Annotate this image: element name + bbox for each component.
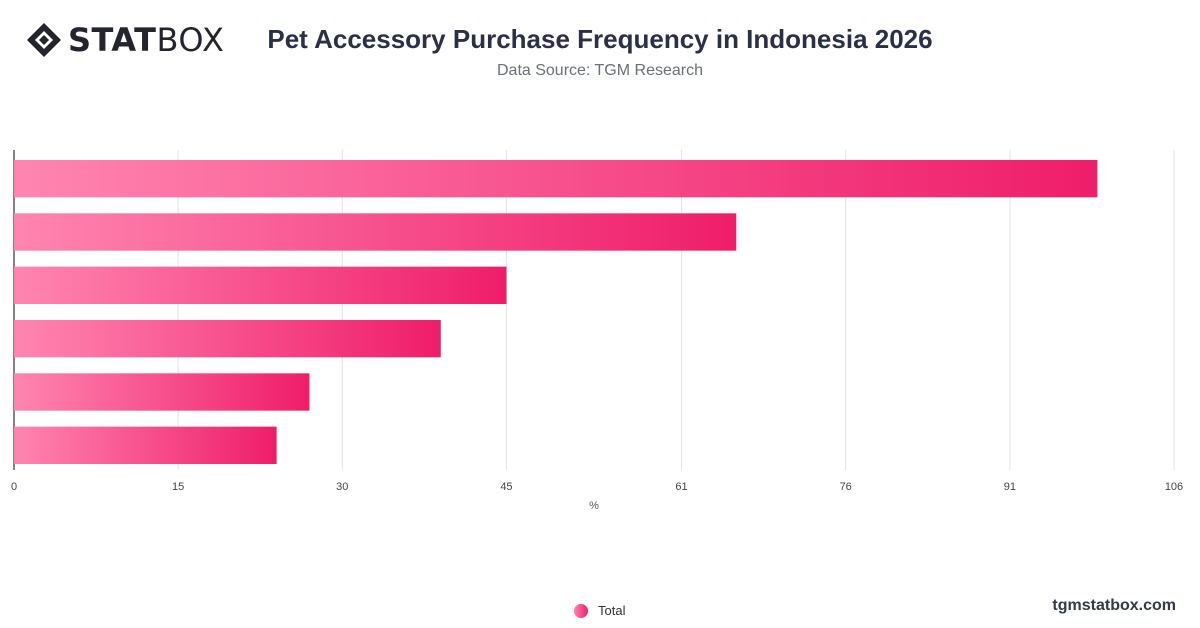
bar[interactable] <box>14 320 441 358</box>
chart-title: Pet Accessory Purchase Frequency in Indo… <box>267 24 933 54</box>
bar[interactable] <box>14 213 737 251</box>
x-tick-label: 30 <box>336 481 348 493</box>
x-axis-label: % <box>589 500 599 512</box>
x-tick-label: 61 <box>675 481 687 493</box>
bar[interactable] <box>14 373 310 411</box>
legend[interactable]: Total <box>574 603 625 618</box>
legend-marker-icon <box>574 603 588 618</box>
bar[interactable] <box>14 266 507 304</box>
x-tick-label: 91 <box>1004 481 1016 493</box>
chart-subtitle: Data Source: TGM Research <box>496 62 703 79</box>
bar[interactable] <box>14 160 1098 198</box>
x-tick-label: 15 <box>172 481 184 493</box>
x-tick-label: 106 <box>1165 481 1183 493</box>
statbox-logo: STATBOX <box>26 22 224 58</box>
site-url: tgmstatbox.com <box>1052 597 1176 614</box>
x-tick-label: 76 <box>840 481 852 493</box>
legend-label: Total <box>598 603 626 618</box>
x-tick-label: 0 <box>11 481 17 493</box>
diamond-logo-icon <box>27 23 61 57</box>
bar[interactable] <box>14 426 277 464</box>
x-tick-label: 45 <box>500 481 512 493</box>
logo-wordmark: STATBOX <box>68 21 225 59</box>
